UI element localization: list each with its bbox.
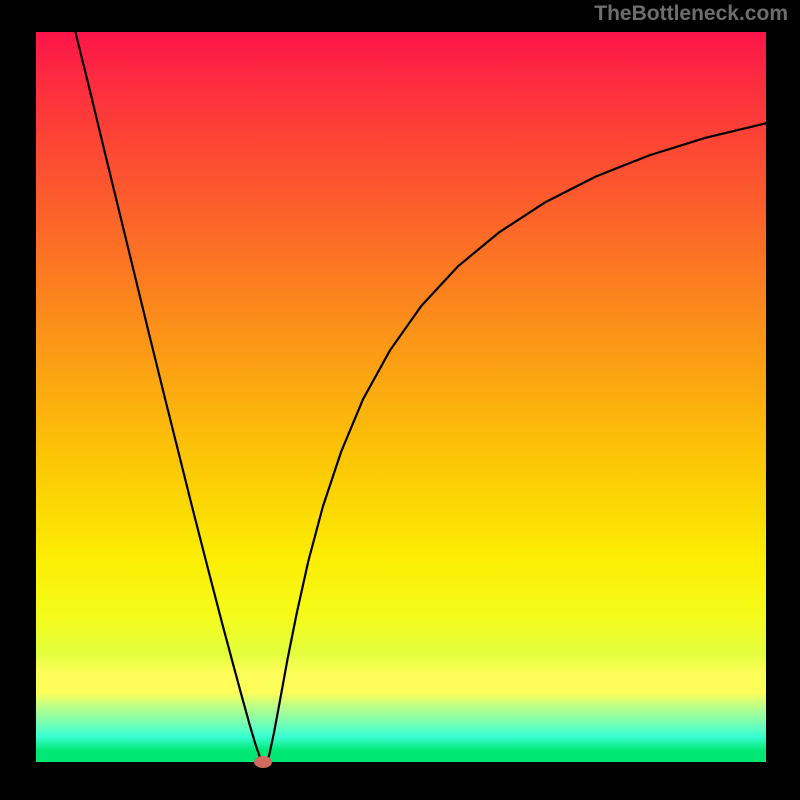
bottleneck-marker <box>254 756 272 768</box>
bottleneck-chart: TheBottleneck.com <box>0 0 800 800</box>
watermark-label: TheBottleneck.com <box>594 2 788 26</box>
chart-svg <box>0 0 800 800</box>
